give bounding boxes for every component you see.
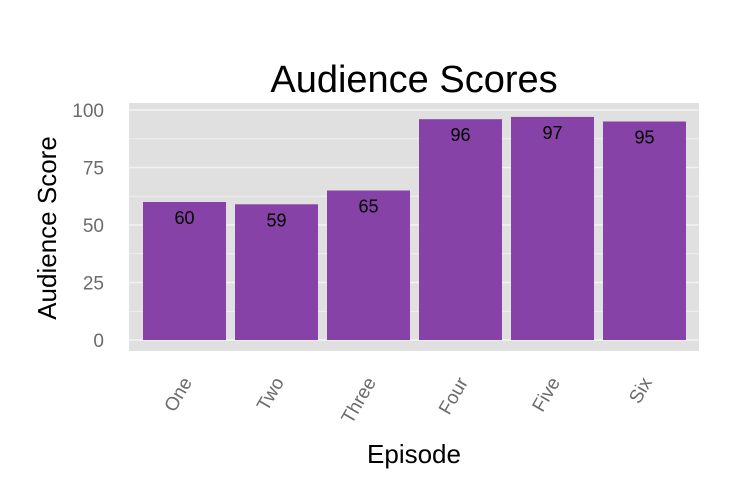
x-tick-label-five: Five <box>529 374 565 416</box>
bar-six <box>603 121 686 340</box>
bar-two <box>235 204 318 340</box>
data-label-six: 95 <box>634 128 654 148</box>
data-labels: 60 59 65 96 97 95 <box>174 123 654 230</box>
data-label-five: 97 <box>542 123 562 143</box>
y-tick-label-25: 25 <box>83 274 104 295</box>
x-tick-label-four: Four <box>435 373 473 418</box>
chart-title: Audience Scores <box>270 59 557 101</box>
x-axis-ticks: One Two Three Four Five Six <box>161 373 657 427</box>
y-tick-label-0: 0 <box>93 331 104 352</box>
y-tick-label-100: 100 <box>72 101 104 122</box>
x-tick-label-three: Three <box>338 374 381 427</box>
data-label-two: 59 <box>266 210 286 230</box>
data-label-four: 96 <box>450 125 470 145</box>
data-label-three: 65 <box>358 197 378 217</box>
y-axis-ticks: 0 25 50 75 100 <box>72 101 104 352</box>
bar-one <box>143 202 226 340</box>
x-tick-label-one: One <box>161 374 197 416</box>
bar-five <box>511 116 594 341</box>
bars <box>143 116 686 341</box>
x-tick-label-two: Two <box>253 374 289 415</box>
bar-four <box>419 119 502 340</box>
y-tick-label-75: 75 <box>83 159 104 180</box>
data-label-one: 60 <box>174 208 194 228</box>
bar-three <box>327 190 410 340</box>
x-axis-title: Episode <box>367 439 461 469</box>
x-tick-label-six: Six <box>625 374 657 408</box>
y-axis-title: Audience Score <box>32 136 62 320</box>
y-tick-label-50: 50 <box>83 216 104 237</box>
